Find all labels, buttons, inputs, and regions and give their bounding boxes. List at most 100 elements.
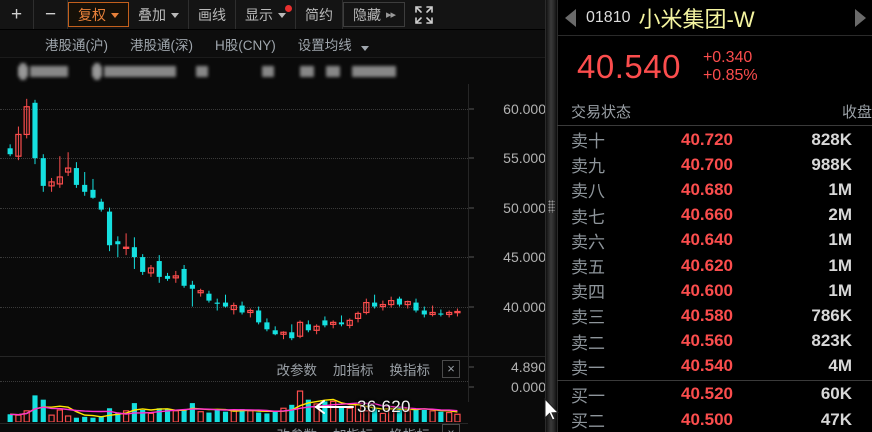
order-book-row-bid[interactable]: 买二 40.500 47K	[557, 407, 872, 432]
symbol-header: 01810 小米集团-W	[557, 0, 872, 36]
simple-mode-button[interactable]: 简约	[296, 0, 343, 29]
order-book-row-ask[interactable]: 卖十 40.720 828K	[557, 127, 872, 152]
zoom-out-button[interactable]: −	[34, 0, 68, 29]
expand-icon	[415, 5, 433, 24]
axis-tick	[469, 207, 474, 209]
tab-hk-connect-sz[interactable]: 港股通(深)	[119, 34, 204, 54]
order-book-level-label: 卖七	[571, 207, 605, 227]
change-block: +0.340 +0.85%	[703, 49, 758, 85]
blurred-text-chunk	[30, 66, 68, 77]
price-axis: 60.000 55.000 50.000 45.000 40.000	[468, 84, 553, 356]
order-book-volume: 786K	[811, 305, 852, 325]
order-book-level-label: 卖六	[571, 232, 605, 252]
moving-average-readout-strip	[0, 60, 553, 84]
order-book-level-label: 卖八	[571, 182, 605, 202]
axis-tick	[469, 366, 474, 368]
change-params-button-2[interactable]: 改参数	[269, 424, 326, 432]
fullscreen-button[interactable]	[405, 0, 443, 29]
secondary-indicator-toolbar: 改参数 加指标 换指标 ×	[0, 423, 468, 432]
order-book-row-ask[interactable]: 卖七 40.660 2M	[557, 203, 872, 228]
axis-tick	[469, 157, 474, 159]
blurred-text-chunk	[196, 66, 208, 77]
close-indicator-button[interactable]: ×	[442, 359, 460, 378]
switch-indicator-button-2[interactable]: 换指标	[382, 424, 439, 432]
trading-status-value: 收盘	[841, 104, 872, 121]
zoom-in-button[interactable]: +	[0, 0, 34, 29]
overlay-button[interactable]: 叠加	[129, 0, 189, 29]
change-params-label: 改参数	[277, 428, 318, 432]
volume-plot[interactable]	[0, 380, 468, 422]
last-price: 40.540	[577, 48, 681, 85]
close-icon: ×	[447, 426, 454, 432]
tab-hk-connect-sh[interactable]: 港股通(沪)	[34, 34, 119, 54]
blurred-text-chunk	[94, 63, 100, 80]
order-book-volume: 4M	[828, 356, 852, 376]
blurred-text-chunk	[326, 66, 340, 77]
order-book-level-label: 卖一	[571, 358, 605, 378]
volume-gridline	[0, 381, 468, 382]
price-axis-label: 40.000	[503, 298, 546, 315]
chart-gridline	[0, 207, 468, 209]
order-book-price: 40.700	[681, 154, 733, 174]
price-summary: 40.540 +0.340 +0.85%	[557, 36, 872, 98]
order-book-level-label: 卖十	[571, 132, 605, 152]
blurred-text-chunk	[104, 66, 176, 77]
plus-icon: +	[10, 3, 23, 25]
order-book-row-ask[interactable]: 卖九 40.700 988K	[557, 152, 872, 177]
blurred-text-chunk	[20, 63, 26, 80]
order-book-row-ask[interactable]: 卖八 40.680 1M	[557, 177, 872, 202]
order-book-row-ask[interactable]: 卖五 40.620 1M	[557, 253, 872, 278]
price-axis-label: 50.000	[503, 199, 546, 216]
add-indicator-label: 加指标	[333, 428, 374, 432]
price-axis-label: 60.000	[503, 100, 546, 117]
pane-splitter[interactable]	[545, 0, 557, 432]
price-chart[interactable]: 60.000 55.000 50.000 45.000 40.000 36.620	[0, 84, 553, 416]
display-button[interactable]: 显示	[236, 0, 296, 29]
blurred-text-chunk	[352, 66, 396, 77]
switch-indicator-button[interactable]: 换指标	[382, 359, 439, 379]
chart-gridline	[0, 158, 468, 160]
splitter-grip-handle[interactable]	[548, 200, 555, 213]
hide-button[interactable]: 隐藏 ▸▸	[343, 2, 406, 27]
order-book-volume: 1M	[828, 179, 852, 199]
order-book-price: 40.500	[681, 409, 733, 429]
chart-gridline	[0, 108, 468, 110]
order-book-price: 40.620	[681, 255, 733, 275]
close-indicator-button-2[interactable]: ×	[442, 424, 460, 432]
order-book-row-ask[interactable]: 卖三 40.580 786K	[557, 303, 872, 328]
symbol-name: 小米集团-W	[638, 6, 755, 32]
order-book-level-label: 买一	[571, 386, 605, 406]
order-book-volume: 828K	[811, 129, 852, 149]
candlestick-plot[interactable]	[0, 84, 468, 356]
price-change: +0.340	[702, 49, 753, 67]
tab-label: 港股通(深)	[130, 37, 193, 53]
tab-h-share-cny[interactable]: H股(CNY)	[204, 34, 287, 54]
order-book-level-label: 卖三	[571, 308, 605, 328]
adjust-price-button[interactable]: 复权	[68, 2, 129, 27]
double-chevron-right-icon: ▸▸	[386, 9, 396, 21]
order-book-row-ask[interactable]: 卖四 40.600 1M	[557, 278, 872, 303]
axis-tick	[469, 108, 474, 110]
change-params-label: 改参数	[276, 362, 318, 378]
prev-symbol-arrow-icon[interactable]	[565, 8, 576, 27]
minus-icon: −	[44, 3, 57, 25]
order-book-level-label: 卖五	[571, 258, 605, 278]
chart-pane: + − 复权 叠加 画线 显示 简约	[0, 0, 553, 432]
chevron-down-icon	[278, 13, 286, 18]
order-book-row-bid[interactable]: 买一 40.520 60K	[557, 382, 872, 407]
order-book-row-ask[interactable]: 卖二 40.560 823K	[557, 329, 872, 354]
trading-status-label: 交易状态	[571, 104, 632, 121]
order-book-row-ask[interactable]: 卖一 40.540 4M	[557, 354, 872, 379]
tab-set-moving-average[interactable]: 设置均线	[287, 34, 380, 54]
order-book-volume: 2M	[828, 205, 852, 225]
add-indicator-button[interactable]: 加指标	[325, 359, 382, 379]
add-indicator-button-2[interactable]: 加指标	[325, 424, 382, 432]
change-params-button[interactable]: 改参数	[269, 359, 326, 379]
drawline-button[interactable]: 画线	[189, 0, 236, 29]
order-book-volume: 47K	[820, 409, 852, 429]
order-book-volume: 1M	[828, 230, 852, 250]
volume-axis-label: 0.000	[510, 379, 546, 395]
next-symbol-arrow-icon[interactable]	[855, 8, 866, 27]
order-book-row-ask[interactable]: 卖六 40.640 1M	[557, 228, 872, 253]
